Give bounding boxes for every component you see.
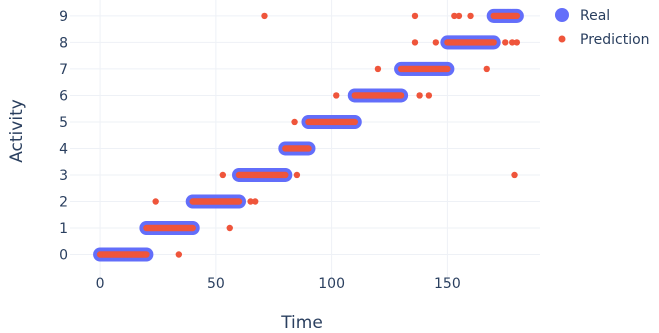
legend-prediction-marker <box>558 35 566 43</box>
y-tick-label: 6 <box>59 88 68 104</box>
prediction-point <box>219 171 227 179</box>
prediction-point <box>333 92 340 99</box>
prediction-point <box>397 92 405 99</box>
real-series-layer <box>93 8 524 262</box>
prediction-point <box>502 39 509 46</box>
x-tick-label: 150 <box>434 276 461 292</box>
y-tick-label: 0 <box>59 248 68 264</box>
prediction-point <box>226 224 233 232</box>
x-tick-label: 100 <box>318 276 345 292</box>
prediction-point <box>189 224 196 232</box>
prediction-point <box>305 145 312 152</box>
prediction-point <box>374 65 382 73</box>
prediction-point <box>483 65 490 73</box>
x-tick-label: 50 <box>207 276 225 292</box>
y-tick-label: 7 <box>59 62 68 78</box>
legend-real-marker <box>555 8 569 22</box>
prediction-point <box>432 39 440 46</box>
prediction-point <box>513 39 521 46</box>
legend-prediction-label: Prediction <box>580 32 650 48</box>
prediction-point <box>247 198 254 205</box>
legend-item-prediction[interactable]: Prediction <box>558 32 650 48</box>
prediction-point <box>444 65 451 73</box>
prediction-point <box>511 171 518 179</box>
tick-labels: 0 50 100 150 0 1 2 3 4 5 6 7 8 9 <box>59 9 461 292</box>
prediction-point <box>282 171 289 179</box>
prediction-point <box>455 12 463 20</box>
legend-real-label: Real <box>580 8 610 24</box>
prediction-point <box>143 251 150 258</box>
y-tick-label: 4 <box>59 141 68 157</box>
prediction-point <box>293 171 301 179</box>
y-tick-label: 1 <box>59 221 68 237</box>
prediction-point <box>175 251 183 258</box>
prediction-point <box>261 12 268 20</box>
prediction-point <box>425 92 433 99</box>
prediction-point <box>291 118 298 126</box>
prediction-point <box>152 198 159 205</box>
prediction-point <box>252 198 259 205</box>
y-tick-label: 9 <box>59 9 68 25</box>
y-axis-title: Activity <box>7 99 27 163</box>
prediction-point <box>509 39 516 46</box>
y-tick-label: 5 <box>59 115 68 131</box>
x-axis-title: Time <box>280 313 323 333</box>
legend-item-real[interactable]: Real <box>555 8 610 24</box>
prediction-point <box>416 92 423 99</box>
x-tick-label: 0 <box>96 276 105 292</box>
prediction-point <box>451 12 458 20</box>
prediction-point <box>490 39 497 46</box>
prediction-point <box>513 12 521 20</box>
prediction-point <box>351 118 358 126</box>
prediction-series-layer <box>96 12 521 258</box>
prediction-point <box>235 198 243 205</box>
y-tick-label: 8 <box>59 35 68 51</box>
legend[interactable]: Real Prediction <box>555 8 650 48</box>
prediction-point <box>467 12 474 20</box>
y-tick-label: 2 <box>59 194 68 210</box>
prediction-point <box>411 12 419 20</box>
y-tick-label: 3 <box>59 168 68 184</box>
prediction-point <box>411 39 419 46</box>
